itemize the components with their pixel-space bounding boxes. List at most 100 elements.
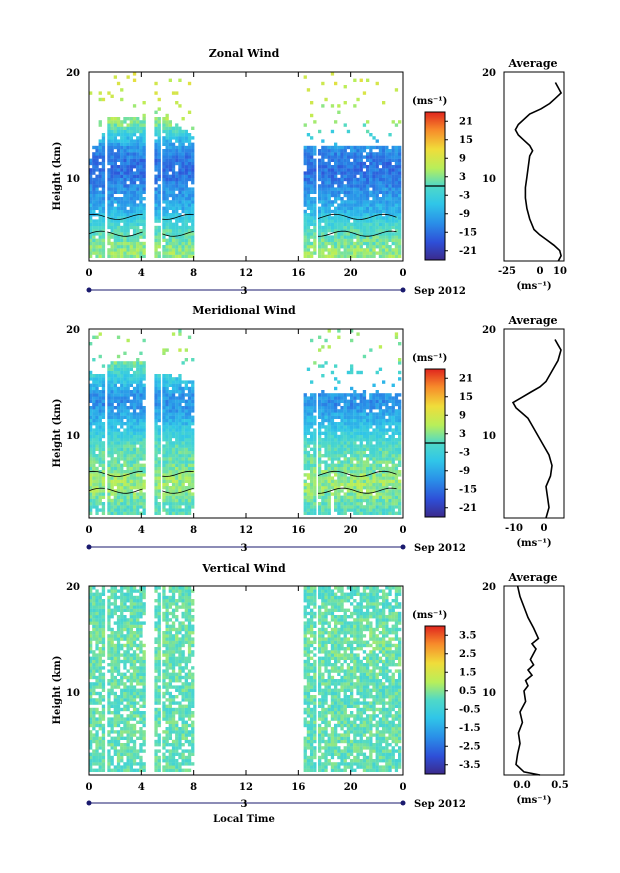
heatmap-cell bbox=[362, 438, 367, 442]
heatmap-cell bbox=[313, 219, 317, 223]
heatmap-cell bbox=[398, 238, 402, 242]
heatmap-cell bbox=[126, 190, 130, 194]
heatmap-cell bbox=[139, 235, 143, 239]
heatmap-cell bbox=[327, 171, 331, 175]
heatmap-cell bbox=[92, 155, 96, 159]
heatmap-cell bbox=[324, 482, 328, 487]
heatmap-cell bbox=[92, 762, 96, 766]
heatmap-cell bbox=[184, 168, 188, 172]
heatmap-cell bbox=[321, 431, 325, 435]
heatmap-cell bbox=[385, 241, 389, 246]
heatmap-cell bbox=[95, 679, 99, 683]
heatmap-cell bbox=[120, 152, 124, 156]
heatmap-cell bbox=[372, 399, 376, 403]
heatmap-cell bbox=[116, 129, 121, 134]
heatmap-cell bbox=[303, 425, 307, 429]
heatmap-cell bbox=[394, 447, 399, 451]
heatmap-cell bbox=[394, 463, 399, 467]
heatmap-cell bbox=[181, 393, 185, 397]
heatmap-cell bbox=[171, 248, 176, 252]
heatmap-cell bbox=[391, 473, 395, 477]
heatmap-cell bbox=[175, 241, 179, 246]
heatmap-cell bbox=[92, 428, 96, 432]
heatmap-cell bbox=[318, 232, 322, 236]
heatmap-cell bbox=[95, 241, 99, 246]
heatmap-cell bbox=[101, 197, 106, 201]
heatmap-cell bbox=[168, 396, 172, 400]
heatmap-cell bbox=[92, 383, 96, 387]
zonal-avg-xtick-0: -25 bbox=[498, 266, 516, 277]
heatmap-cell bbox=[369, 498, 373, 503]
heatmap-cell bbox=[168, 229, 172, 233]
heatmap-cell bbox=[136, 361, 140, 365]
heatmap-cell bbox=[378, 441, 383, 445]
heatmap-cell bbox=[101, 698, 106, 702]
heatmap-cell bbox=[165, 219, 169, 223]
heatmap-cell bbox=[132, 447, 137, 451]
heatmap-cell bbox=[89, 495, 93, 499]
heatmap-cell bbox=[321, 190, 325, 194]
heatmap-cell bbox=[142, 203, 146, 207]
heatmap-cell bbox=[126, 254, 130, 258]
heatmap-cell bbox=[92, 701, 96, 705]
heatmap-cell bbox=[142, 447, 146, 451]
heatmap-cell bbox=[398, 434, 402, 439]
heatmap-cell bbox=[132, 165, 137, 169]
heatmap-cell bbox=[154, 489, 158, 493]
heatmap-cell bbox=[330, 203, 335, 207]
heatmap-cell bbox=[89, 241, 93, 246]
heatmap-cell bbox=[366, 213, 370, 217]
heatmap-cell bbox=[191, 460, 195, 464]
heatmap-cell bbox=[398, 245, 402, 249]
heatmap-cell bbox=[388, 399, 392, 403]
heatmap-cell bbox=[334, 479, 338, 483]
heatmap-cell bbox=[313, 361, 317, 365]
heatmap-cell bbox=[107, 431, 111, 435]
heatmap-cell bbox=[318, 425, 322, 429]
heatmap-cell bbox=[184, 505, 188, 509]
heatmap-cell bbox=[132, 380, 137, 384]
heatmap-cell bbox=[101, 454, 106, 458]
heatmap-cell bbox=[139, 136, 143, 140]
heatmap-cell bbox=[394, 425, 399, 429]
zonal-title: Zonal Wind bbox=[209, 47, 280, 60]
heatmap-cell bbox=[382, 434, 386, 439]
heatmap-cell bbox=[398, 399, 402, 403]
heatmap-cell bbox=[366, 463, 370, 467]
heatmap-cell bbox=[107, 155, 111, 159]
heatmap-cell bbox=[310, 495, 314, 499]
heatmap-cell bbox=[391, 460, 395, 464]
heatmap-cell bbox=[126, 492, 130, 496]
heatmap-cell bbox=[398, 219, 402, 223]
colorbar-tick-label: -21 bbox=[459, 246, 477, 257]
heatmap-cell bbox=[350, 460, 354, 464]
heatmap-cell bbox=[327, 251, 331, 255]
heatmap-cell bbox=[123, 412, 127, 416]
heatmap-cell bbox=[107, 200, 111, 204]
heatmap-cell bbox=[168, 409, 172, 413]
heatmap-cell bbox=[184, 460, 188, 464]
heatmap-cell bbox=[171, 200, 176, 204]
heatmap-cell bbox=[168, 219, 172, 223]
heatmap-cell bbox=[171, 402, 176, 407]
heatmap-cell bbox=[378, 245, 383, 249]
heatmap-cell bbox=[181, 152, 185, 156]
heatmap-cell bbox=[98, 412, 102, 416]
heatmap-cell bbox=[350, 181, 354, 185]
heatmap-cell bbox=[139, 390, 143, 394]
heatmap-cell bbox=[353, 508, 357, 512]
heatmap-cell bbox=[157, 139, 161, 143]
heatmap-cell bbox=[187, 203, 192, 207]
heatmap-cell bbox=[89, 746, 93, 750]
heatmap-cell bbox=[162, 447, 166, 451]
meridional-month-label: Sep 2012 bbox=[414, 543, 466, 554]
heatmap-cell bbox=[184, 428, 188, 432]
heatmap-cell bbox=[165, 348, 169, 352]
heatmap-cell bbox=[359, 254, 363, 258]
heatmap-cell bbox=[340, 438, 344, 442]
heatmap-cell bbox=[178, 422, 182, 426]
heatmap-cell bbox=[391, 466, 395, 471]
heatmap-cell bbox=[353, 190, 357, 194]
heatmap-cell bbox=[334, 386, 338, 391]
heatmap-cell bbox=[110, 441, 114, 445]
